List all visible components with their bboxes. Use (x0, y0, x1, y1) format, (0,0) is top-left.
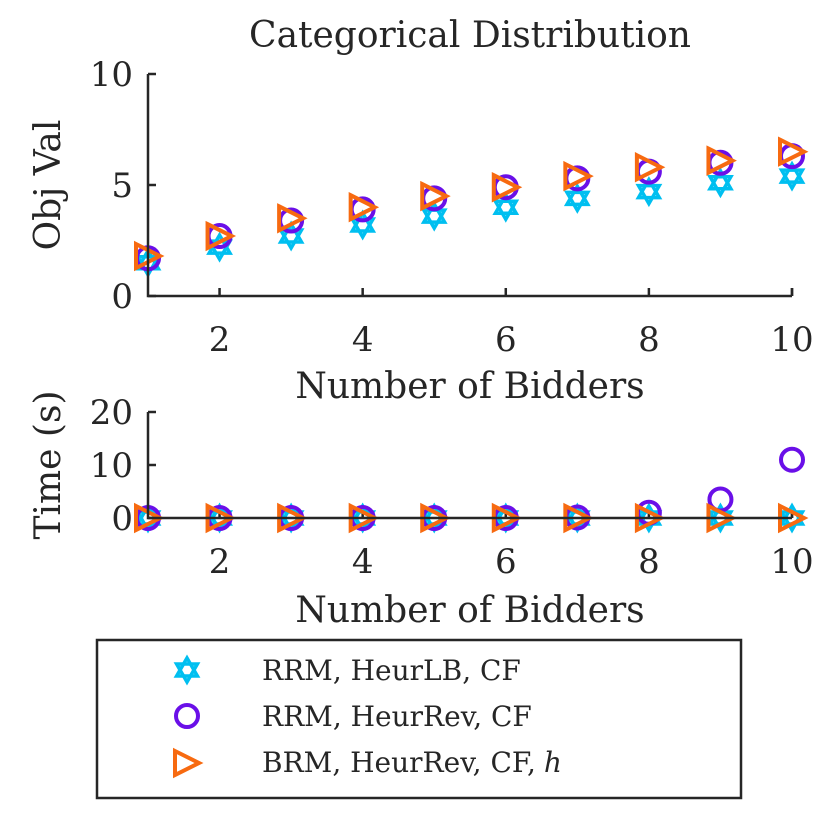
obj-val-point (706, 145, 737, 176)
obj-val-x-tick-label: 6 (495, 320, 517, 360)
time-x-tick-label: 10 (770, 542, 813, 582)
obj-val-x-tick-label: 8 (638, 320, 660, 360)
legend-marker-1 (174, 703, 200, 729)
obj-val-y-label: Obj Val (28, 120, 69, 251)
obj-val-x-label: Number of Bidders (295, 366, 644, 407)
obj-val-series-2 (134, 136, 809, 272)
time-axes (146, 412, 792, 520)
obj-val-point (420, 180, 451, 212)
obj-val-series-0 (134, 160, 806, 279)
obj-val-point (492, 191, 520, 223)
legend-label-brm-text: BRM, HeurRev, CF, (262, 746, 536, 779)
obj-val-y-tick-label: 5 (111, 166, 133, 206)
legend-item-heurlb: RRM, HeurLB, CF (173, 654, 521, 687)
time-x-tick-label: 2 (209, 542, 231, 582)
obj-val-point (277, 203, 308, 234)
legend-box (95, 638, 743, 800)
obj-val-y-tick-label: 0 (111, 277, 133, 317)
time-y-tick-label: 0 (111, 499, 133, 539)
legend-label-brm: BRM, HeurRev, CF, h (262, 746, 562, 779)
legend-item-brm: BRM, HeurRev, CF, h (173, 746, 562, 779)
obj-val-axes (146, 74, 792, 298)
obj-val-point (348, 191, 380, 223)
obj-val-point (707, 167, 734, 199)
obj-val-x-tick-label: 10 (770, 320, 813, 360)
time-point (779, 446, 805, 473)
legend-marker-0 (173, 654, 201, 686)
obj-val-point (778, 136, 809, 167)
time-y-label: Time (s) (28, 391, 69, 540)
legend-label-heurlb: RRM, HeurLB, CF (262, 654, 521, 687)
legend-label-brm-h: h (544, 746, 562, 779)
legend-marker-2 (173, 747, 204, 779)
obj-val-point (778, 160, 806, 192)
legend-item-heurrev: RRM, HeurRev, CF (174, 700, 532, 733)
obj-val-y-tick-label: 10 (90, 55, 133, 95)
obj-val-point (563, 160, 594, 192)
legend-label-heurrev: RRM, HeurRev, CF (262, 700, 532, 733)
obj-val-point (205, 220, 237, 252)
obj-val-point (635, 176, 663, 208)
time-x-label: Number of Bidders (295, 590, 644, 631)
obj-val-point (634, 152, 666, 183)
obj-val-x-tick-label: 4 (352, 320, 374, 360)
obj-val-series-1 (135, 143, 805, 272)
time-y-tick-label: 10 (90, 446, 133, 486)
time-y-tick-label: 20 (90, 393, 133, 433)
legend: RRM, HeurLB, CF RRM, HeurRev, CF BRM, He… (95, 638, 743, 800)
obj-val-point (563, 182, 591, 214)
time-x-tick-label: 8 (638, 542, 660, 582)
obj-val-chart: Categorical Distribution 2 4 6 8 10 0 5 10 Obj … (28, 15, 814, 407)
obj-val-x-tick-label: 2 (209, 320, 231, 360)
time-x-tick-label: 4 (352, 542, 374, 582)
obj-val-point (491, 171, 523, 203)
chart-title: Categorical Distribution (249, 15, 691, 56)
time-x-tick-label: 6 (495, 542, 517, 582)
time-chart: 2 4 6 8 10 0 10 20 Time (s) Number of Bidders (28, 391, 814, 631)
